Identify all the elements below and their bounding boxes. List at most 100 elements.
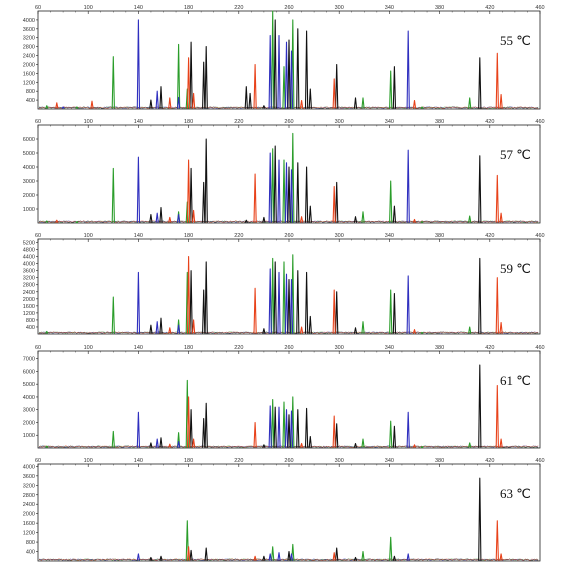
- peak: [191, 209, 196, 223]
- peak: [299, 442, 304, 448]
- peak: [271, 148, 275, 223]
- peak: [204, 46, 208, 109]
- peak: [296, 162, 300, 223]
- x-tick-label: 100: [84, 345, 93, 351]
- peak: [392, 205, 397, 223]
- peak: [361, 211, 365, 223]
- peak: [273, 261, 277, 334]
- peak: [277, 552, 281, 561]
- peak: [244, 86, 248, 109]
- peak: [361, 550, 365, 561]
- peak: [412, 218, 417, 223]
- x-tick-label: 340: [385, 5, 394, 11]
- x-tick-label: 300: [335, 458, 344, 464]
- peak: [271, 546, 275, 561]
- x-tick-label: 380: [435, 458, 444, 464]
- peak: [406, 30, 410, 109]
- x-tick-label: 460: [535, 458, 544, 464]
- peak: [186, 396, 191, 448]
- peak: [168, 443, 172, 448]
- baseline-trace: [38, 106, 539, 109]
- peak: [159, 437, 163, 448]
- peak: [149, 324, 153, 334]
- peak: [282, 159, 286, 223]
- panel-3: 60 100 140 180 220 260 300 340 380 420 460 40080012…: [23, 233, 545, 335]
- x-tick-label: 340: [385, 345, 394, 351]
- peak: [389, 70, 393, 109]
- peak: [268, 152, 272, 223]
- peak: [136, 271, 141, 334]
- peak: [136, 553, 141, 561]
- panel-2: 60 100 140 180 220 260 300 340 380 420 460 1000 2000…: [23, 119, 545, 224]
- y-tick-label: 2000: [23, 512, 35, 518]
- plot-frame: [37, 463, 541, 562]
- x-tick-label: 220: [234, 233, 243, 239]
- peak: [149, 99, 153, 109]
- x-tick-label: 380: [435, 119, 444, 125]
- y-tick-label: 4000: [23, 165, 35, 171]
- peak: [189, 167, 193, 223]
- y-tick-label: 7000: [23, 357, 35, 363]
- peak: [304, 407, 309, 448]
- y-tick-label: 800: [26, 318, 35, 324]
- peak: [202, 418, 206, 448]
- peak: [287, 39, 291, 109]
- peak: [262, 444, 266, 448]
- y-tick-label: 800: [26, 89, 35, 95]
- peak: [308, 88, 312, 109]
- x-tick-label: 180: [184, 119, 193, 125]
- peak: [168, 97, 172, 109]
- peak: [495, 174, 499, 223]
- peak: [268, 553, 272, 561]
- y-tick-label: 5200: [23, 241, 35, 247]
- peak: [468, 326, 472, 334]
- x-tick-label: 180: [184, 345, 193, 351]
- peak: [392, 292, 397, 334]
- baseline-trace: [38, 558, 539, 561]
- peak: [406, 553, 410, 561]
- peak: [159, 555, 163, 561]
- x-tick-label: 420: [485, 119, 494, 125]
- y-tick-label: 6000: [23, 137, 35, 143]
- peak: [308, 435, 312, 448]
- peak: [308, 315, 312, 334]
- x-tick-label: 260: [284, 5, 293, 11]
- peak: [191, 319, 196, 334]
- y-tick-label: 2800: [23, 493, 35, 499]
- peak: [271, 398, 275, 448]
- x-tick-label: 340: [385, 119, 394, 125]
- peak: [332, 552, 336, 561]
- peak: [299, 326, 304, 334]
- peak: [268, 268, 272, 334]
- x-tick-label: 220: [234, 5, 243, 11]
- peak: [202, 181, 206, 223]
- peak: [248, 92, 252, 109]
- peak: [353, 216, 358, 223]
- peak: [136, 19, 141, 109]
- peak: [335, 547, 339, 561]
- peak: [262, 555, 266, 561]
- peak: [296, 270, 300, 334]
- peak: [299, 216, 304, 223]
- y-tick-label: 4000: [23, 464, 35, 470]
- peak: [111, 56, 115, 109]
- peak: [75, 106, 79, 109]
- peak: [499, 322, 503, 334]
- peak: [299, 99, 304, 109]
- x-tick-label: 140: [134, 345, 143, 351]
- peak: [191, 438, 196, 448]
- peak: [289, 50, 294, 109]
- peak: [468, 215, 472, 223]
- peak: [244, 219, 248, 223]
- y-tick-label: 1600: [23, 521, 35, 527]
- peak: [176, 96, 181, 109]
- y-tick-label: 1200: [23, 531, 35, 537]
- peak: [186, 256, 191, 334]
- peak: [204, 138, 208, 223]
- y-tick-label: 2000: [23, 420, 35, 426]
- peak: [361, 321, 365, 334]
- y-tick-label: 5000: [23, 382, 35, 388]
- peak: [61, 106, 65, 109]
- peak: [361, 97, 365, 109]
- peak: [332, 186, 336, 223]
